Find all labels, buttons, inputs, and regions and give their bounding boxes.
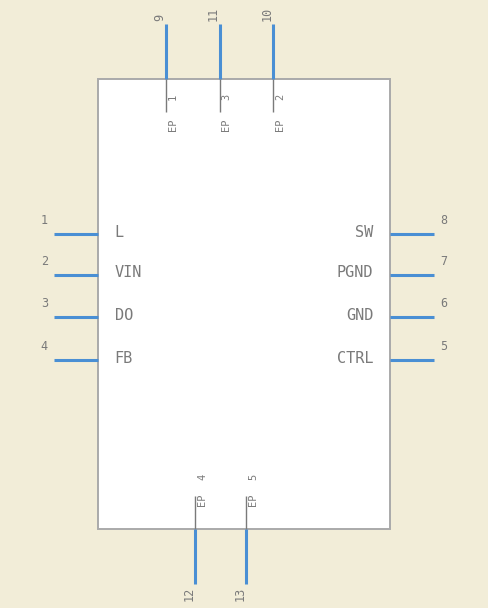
- Text: VIN: VIN: [115, 266, 142, 280]
- Text: EP: EP: [197, 494, 207, 506]
- Text: 11: 11: [207, 7, 220, 21]
- Text: EP: EP: [275, 119, 285, 131]
- Text: 1: 1: [168, 94, 178, 100]
- Text: EP: EP: [168, 119, 178, 131]
- Text: 5: 5: [440, 340, 447, 353]
- Text: 4: 4: [197, 474, 207, 480]
- Text: 10: 10: [261, 7, 273, 21]
- Text: 8: 8: [440, 214, 447, 227]
- Text: 2: 2: [275, 94, 285, 100]
- Text: 12: 12: [183, 587, 195, 601]
- Text: GND: GND: [346, 308, 373, 323]
- Bar: [98, 79, 390, 529]
- Text: 3: 3: [222, 94, 231, 100]
- Text: CTRL: CTRL: [337, 351, 373, 365]
- Text: EP: EP: [222, 119, 231, 131]
- Text: 13: 13: [234, 587, 246, 601]
- Text: 7: 7: [440, 255, 447, 268]
- Text: FB: FB: [115, 351, 133, 365]
- Text: 9: 9: [153, 14, 166, 21]
- Text: SW: SW: [355, 225, 373, 240]
- Text: L: L: [115, 225, 124, 240]
- Text: 4: 4: [41, 340, 48, 353]
- Text: 5: 5: [248, 474, 258, 480]
- Text: DO: DO: [115, 308, 133, 323]
- Text: 2: 2: [41, 255, 48, 268]
- Text: PGND: PGND: [337, 266, 373, 280]
- Text: EP: EP: [248, 494, 258, 506]
- Text: 3: 3: [41, 297, 48, 310]
- Text: 6: 6: [440, 297, 447, 310]
- Text: 1: 1: [41, 214, 48, 227]
